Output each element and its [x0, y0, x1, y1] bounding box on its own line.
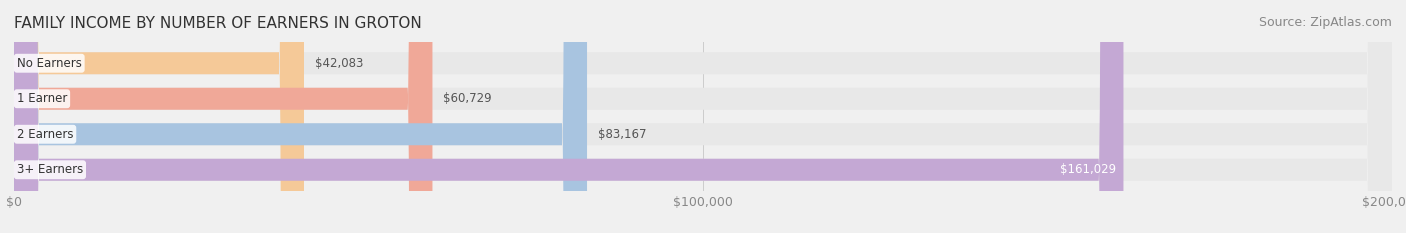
Text: 1 Earner: 1 Earner [17, 92, 67, 105]
Text: No Earners: No Earners [17, 57, 82, 70]
FancyBboxPatch shape [14, 0, 1392, 233]
Text: Source: ZipAtlas.com: Source: ZipAtlas.com [1258, 16, 1392, 29]
Text: 3+ Earners: 3+ Earners [17, 163, 83, 176]
Text: FAMILY INCOME BY NUMBER OF EARNERS IN GROTON: FAMILY INCOME BY NUMBER OF EARNERS IN GR… [14, 16, 422, 31]
Text: 2 Earners: 2 Earners [17, 128, 73, 141]
Text: $42,083: $42,083 [315, 57, 363, 70]
FancyBboxPatch shape [14, 0, 1392, 233]
FancyBboxPatch shape [14, 0, 304, 233]
Text: $83,167: $83,167 [598, 128, 647, 141]
FancyBboxPatch shape [14, 0, 1392, 233]
FancyBboxPatch shape [14, 0, 1392, 233]
Text: $161,029: $161,029 [1060, 163, 1116, 176]
FancyBboxPatch shape [14, 0, 433, 233]
FancyBboxPatch shape [14, 0, 1123, 233]
FancyBboxPatch shape [14, 0, 588, 233]
Text: $60,729: $60,729 [443, 92, 492, 105]
